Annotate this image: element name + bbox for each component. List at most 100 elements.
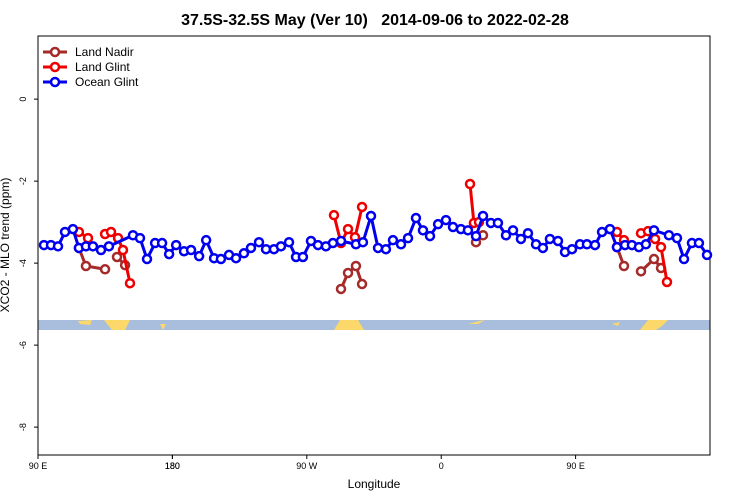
y-axis-label: XCO2 - MLO trend (ppm) — [0, 178, 12, 313]
point — [424, 230, 436, 242]
point — [245, 242, 257, 254]
y-tick-label: 0 — [18, 97, 28, 102]
y-tick-label: -6 — [18, 341, 28, 349]
point — [342, 267, 354, 279]
point — [134, 232, 146, 244]
legend-marker — [49, 61, 61, 73]
point — [462, 225, 474, 236]
point — [335, 235, 347, 247]
x-tick-label: 0 — [439, 461, 444, 471]
point — [200, 234, 212, 246]
point — [410, 212, 422, 224]
y-tick-label: -8 — [18, 423, 28, 431]
point — [648, 253, 660, 265]
x-tick-label: 90 E — [566, 461, 585, 471]
x-tick-label: 180 — [165, 461, 180, 471]
point — [661, 276, 673, 288]
point — [440, 214, 452, 226]
point — [507, 225, 519, 236]
point — [678, 253, 690, 265]
point — [477, 210, 489, 222]
point — [552, 235, 564, 247]
point — [432, 218, 444, 230]
point — [99, 264, 111, 275]
legend-marker — [49, 76, 61, 88]
point — [185, 244, 197, 256]
point — [618, 260, 630, 272]
point — [356, 278, 368, 290]
point — [80, 260, 92, 272]
point — [52, 241, 64, 252]
point — [124, 277, 136, 289]
point — [230, 252, 242, 264]
plot-frame — [37, 35, 711, 456]
point — [95, 244, 107, 256]
legend-label: Land Nadir — [75, 45, 134, 59]
point — [648, 225, 660, 236]
point — [365, 210, 377, 222]
point — [335, 283, 347, 295]
point — [655, 241, 667, 253]
point — [701, 249, 713, 261]
point — [544, 233, 556, 245]
legend-label: Land Glint — [75, 60, 130, 74]
point — [67, 223, 79, 235]
x-axis-label: Longitude — [348, 477, 401, 491]
point — [671, 232, 683, 244]
point — [640, 239, 652, 250]
point — [589, 239, 601, 251]
point — [537, 242, 549, 254]
point — [103, 241, 115, 252]
point — [611, 241, 623, 253]
chart-title: 37.5S-32.5S May (Ver 10) 2014-09-06 to 2… — [181, 12, 569, 29]
point — [387, 234, 399, 246]
point — [163, 248, 175, 260]
point — [297, 251, 309, 263]
point — [372, 242, 384, 254]
point — [117, 244, 129, 256]
point — [238, 248, 250, 259]
point — [283, 236, 295, 248]
point — [356, 201, 368, 213]
point — [156, 237, 168, 249]
point — [566, 243, 578, 255]
y-tick-label: -2 — [18, 177, 28, 185]
point — [604, 223, 616, 235]
point — [581, 239, 593, 250]
point — [395, 239, 407, 250]
point — [417, 225, 429, 236]
point — [87, 241, 99, 252]
point — [515, 233, 527, 245]
series-line — [78, 183, 669, 284]
point — [693, 237, 705, 249]
point — [275, 241, 287, 252]
point — [111, 251, 123, 263]
point — [215, 253, 227, 265]
y-tick-label: -4 — [18, 259, 28, 267]
point — [170, 239, 182, 251]
point — [312, 239, 324, 251]
point — [470, 230, 482, 242]
point — [253, 236, 265, 248]
point — [328, 209, 340, 221]
point — [350, 260, 362, 272]
point — [105, 226, 117, 238]
point — [402, 232, 414, 244]
point — [492, 217, 504, 229]
point — [357, 236, 369, 248]
point — [380, 243, 392, 255]
x-tick-label: 90 E — [29, 461, 48, 471]
x-tick-label: 180 — [165, 461, 180, 471]
point — [500, 230, 512, 241]
point — [522, 227, 534, 239]
legend-label: Ocean Glint — [75, 75, 139, 89]
legend-marker — [49, 46, 61, 58]
point — [342, 223, 354, 235]
point — [464, 178, 476, 190]
point — [663, 230, 675, 241]
point — [193, 250, 205, 262]
point — [635, 266, 647, 277]
point — [82, 232, 94, 244]
point — [327, 237, 339, 249]
